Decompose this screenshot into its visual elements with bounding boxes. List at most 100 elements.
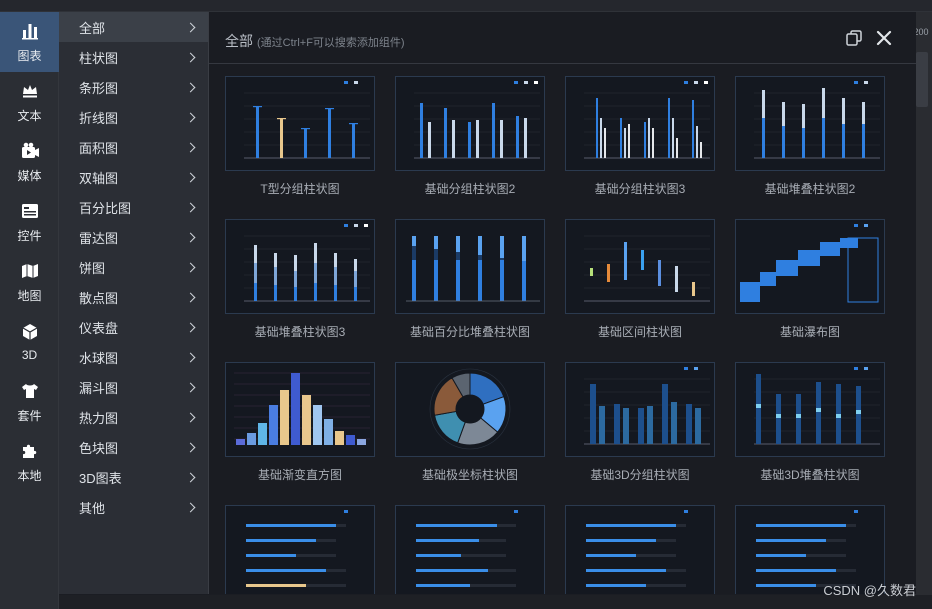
chart-thumbnail [565, 362, 715, 457]
rail-item-label: 文本 [17, 108, 42, 123]
chart-thumbnail [225, 219, 375, 314]
chevron-right-icon [185, 202, 196, 212]
menu-item-1[interactable]: 柱状图 [59, 42, 208, 72]
chart-card-label: 基础渐变直方图 [257, 468, 342, 482]
chart-card-tbar[interactable]: T型分组柱状图 [225, 76, 375, 196]
chart-card-hbar4[interactable] [735, 505, 885, 594]
menu-item-label: 面积图 [79, 140, 119, 156]
rail-item-label: 3D [21, 348, 38, 362]
menu-item-label: 仪表盘 [79, 320, 119, 336]
chart-thumbnail [395, 362, 545, 457]
rail-item-1[interactable]: 文本 [0, 72, 59, 132]
chart-card-hbar3[interactable] [565, 505, 715, 594]
menu-item-label: 色块图 [79, 440, 119, 456]
chevron-right-icon [185, 322, 196, 332]
chart-card-hist[interactable]: 基础渐变直方图 [225, 362, 375, 482]
rail-item-6[interactable]: 套件 [0, 372, 59, 432]
chart-card-stack3[interactable]: 基础堆叠柱状图3 [225, 219, 375, 339]
chevron-right-icon [185, 292, 196, 302]
component-type-rail: 图表文本媒体控件地图 3D 套件本地 [0, 12, 59, 609]
chevron-right-icon [185, 412, 196, 422]
menu-item-10[interactable]: 仪表盘 [59, 312, 208, 342]
chevron-right-icon [185, 82, 196, 92]
menu-item-15[interactable]: 3D图表 [59, 462, 208, 492]
chart-card-range[interactable]: 基础区间柱状图 [565, 219, 715, 339]
chart-card-polar[interactable]: 基础极坐标柱状图 [395, 362, 545, 482]
panel-title-text: 全部 [225, 33, 253, 49]
rail-item-2[interactable]: 媒体 [0, 132, 59, 192]
chart-thumbnail [565, 219, 715, 314]
chart-card-g3d[interactable]: 基础3D分组柱状图 [565, 362, 715, 482]
chart-card-label: 基础3D分组柱状图 [590, 468, 690, 482]
chevron-right-icon [185, 52, 196, 62]
menu-item-11[interactable]: 水球图 [59, 342, 208, 372]
chart-card-label: 基础分组柱状图2 [424, 182, 516, 196]
chart-thumbnail [395, 219, 545, 314]
chevron-right-icon [185, 142, 196, 152]
rail-item-label: 套件 [17, 408, 42, 423]
chart-card-s3d[interactable]: 基础3D堆叠柱状图 [735, 362, 885, 482]
panel-header: 全部 (通过Ctrl+F可以搜索添加组件) [209, 12, 916, 64]
menu-item-13[interactable]: 热力图 [59, 402, 208, 432]
menu-item-label: 热力图 [79, 410, 119, 426]
menu-item-3[interactable]: 折线图 [59, 102, 208, 132]
menu-item-label: 双轴图 [79, 170, 119, 186]
widget-icon [20, 201, 40, 227]
menu-item-8[interactable]: 饼图 [59, 252, 208, 282]
rail-item-label: 地图 [17, 288, 42, 303]
menu-item-12[interactable]: 漏斗图 [59, 372, 208, 402]
chart-thumbnail [735, 362, 885, 457]
chart-card-group3[interactable]: 基础分组柱状图3 [565, 76, 715, 196]
chart-card-label: 基础分组柱状图3 [594, 182, 686, 196]
menu-item-label: 百分比图 [79, 200, 132, 216]
menu-item-0[interactable]: 全部 [59, 12, 208, 42]
chevron-right-icon [185, 472, 196, 482]
menu-item-7[interactable]: 雷达图 [59, 222, 208, 252]
menu-item-6[interactable]: 百分比图 [59, 192, 208, 222]
chart-card-percent[interactable]: 基础百分比堆叠柱状图 [395, 219, 545, 339]
component-grid: T型分组柱状图 基础分组柱状图2 基础分组柱状图3 基础堆叠柱状图2 基础堆叠柱状图3 基… [209, 72, 916, 594]
rail-item-4[interactable]: 地图 [0, 252, 59, 312]
chart-card-label: 基础百分比堆叠柱状图 [409, 325, 530, 339]
rail-item-label: 本地 [17, 468, 42, 483]
chevron-right-icon [185, 22, 196, 32]
rail-item-3[interactable]: 控件 [0, 192, 59, 252]
chart-card-hbar1[interactable] [225, 505, 375, 594]
chart-card-label: 基础区间柱状图 [597, 325, 682, 339]
chart-thumbnail [395, 505, 545, 594]
menu-item-label: 其他 [79, 500, 106, 516]
menu-item-14[interactable]: 色块图 [59, 432, 208, 462]
rail-item-label: 控件 [17, 228, 42, 243]
rail-item-7[interactable]: 本地 [0, 432, 59, 492]
rail-item-0[interactable]: 图表 [0, 12, 59, 72]
chart-card-waterfall[interactable]: 基础瀑布图 [735, 219, 885, 339]
menu-item-9[interactable]: 散点图 [59, 282, 208, 312]
ruler-label: 200 [913, 27, 929, 37]
map-icon [20, 261, 40, 287]
editor-bottom-bar [0, 595, 932, 609]
copy-icon[interactable] [844, 28, 864, 48]
rail-item-5[interactable]: 3D [0, 312, 59, 372]
bar-chart-icon [20, 21, 40, 47]
close-icon[interactable] [874, 28, 894, 48]
menu-item-4[interactable]: 面积图 [59, 132, 208, 162]
menu-item-label: 饼图 [79, 260, 106, 276]
ruler-scrollbar[interactable] [916, 52, 928, 107]
media-icon [20, 141, 40, 167]
chevron-right-icon [185, 352, 196, 362]
chart-thumbnail [735, 505, 885, 594]
chart-thumbnail [735, 76, 885, 171]
menu-item-16[interactable]: 其他 [59, 492, 208, 522]
chart-card-stack2[interactable]: 基础堆叠柱状图2 [735, 76, 885, 196]
rail-item-label: 图表 [17, 48, 42, 63]
menu-item-2[interactable]: 条形图 [59, 72, 208, 102]
chart-thumbnail [565, 76, 715, 171]
menu-item-5[interactable]: 双轴图 [59, 162, 208, 192]
chart-card-label: 基础堆叠柱状图3 [254, 325, 346, 339]
panel-title: 全部 (通过Ctrl+F可以搜索添加组件) [225, 31, 405, 51]
menu-item-label: 3D图表 [79, 470, 122, 486]
chart-card-group2[interactable]: 基础分组柱状图2 [395, 76, 545, 196]
chevron-right-icon [185, 232, 196, 242]
chart-card-label: 基础堆叠柱状图2 [764, 182, 856, 196]
chart-card-hbar2[interactable] [395, 505, 545, 594]
